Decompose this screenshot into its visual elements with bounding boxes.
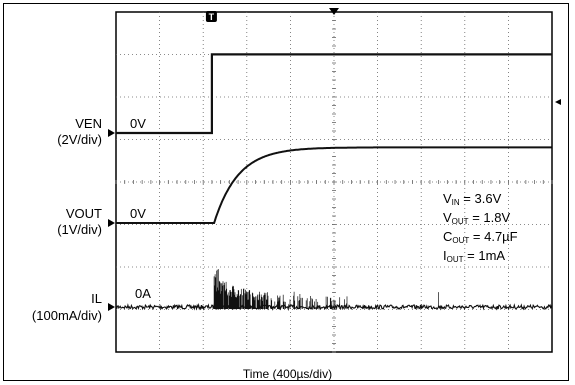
- ground-marker-icon: [108, 129, 115, 137]
- channel-scale-vout: (1V/div): [4, 222, 102, 237]
- channel-name-il: IL: [4, 291, 102, 306]
- condition-iout: IOUT = 1mA: [443, 248, 518, 267]
- condition-vin: VIN = 3.6V: [443, 191, 518, 210]
- trace-il-bursts: [214, 269, 439, 309]
- trigger-level-icon: [555, 99, 561, 105]
- ground-label-vout: 0V: [130, 206, 146, 221]
- x-axis-label: Time (400µs/div): [0, 367, 575, 381]
- ground-marker-icon: [108, 219, 115, 227]
- trace-ven: [116, 54, 552, 133]
- channel-name-ven: VEN: [4, 116, 102, 131]
- condition-cout: COUT = 4.7µF: [443, 229, 518, 248]
- test-conditions: VIN = 3.6V VOUT = 1.8V COUT = 4.7µF IOUT…: [443, 191, 518, 267]
- channel-name-vout: VOUT: [4, 206, 102, 221]
- ground-label-ven: 0V: [130, 116, 146, 131]
- trigger-marker-label: T: [209, 12, 215, 22]
- channel-scale-il: (100mA/div): [4, 308, 102, 323]
- ground-label-il: 0A: [135, 286, 151, 301]
- condition-vout: VOUT = 1.8V: [443, 210, 518, 229]
- channel-scale-ven: (2V/div): [4, 132, 102, 147]
- ground-marker-icon: [108, 303, 115, 311]
